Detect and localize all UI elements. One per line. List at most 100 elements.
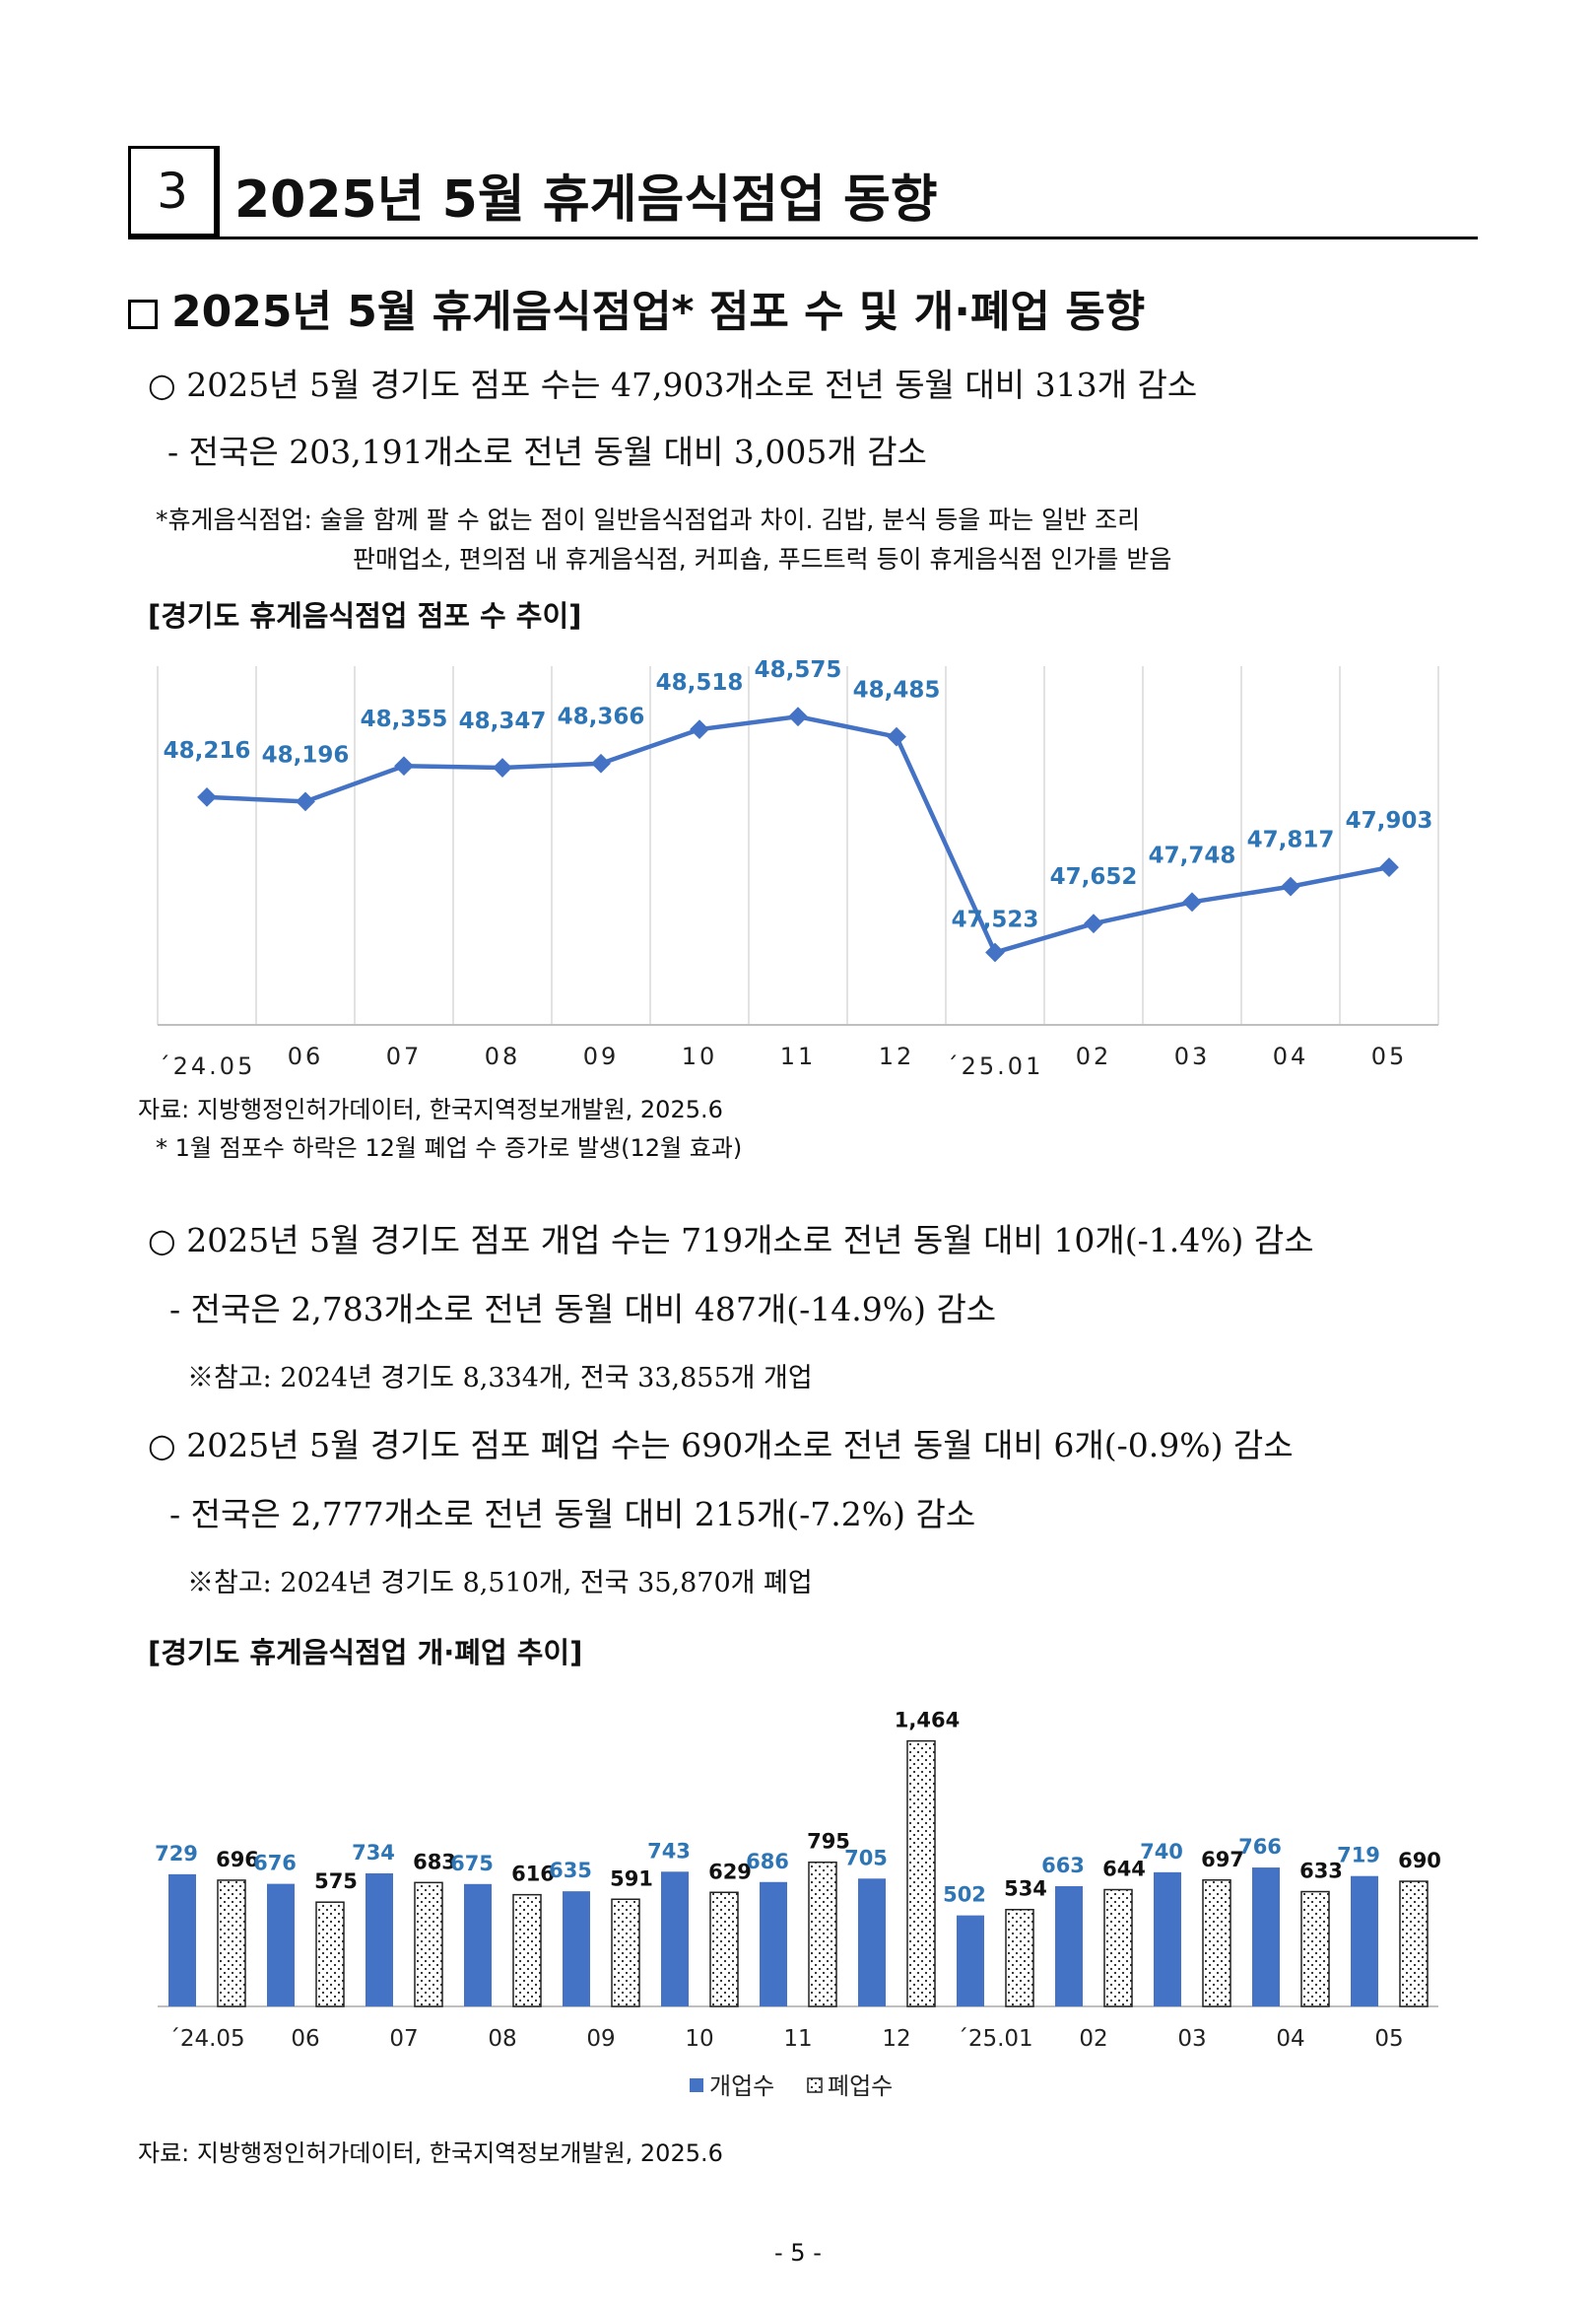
data-label-open: 502 <box>943 1883 986 1907</box>
x-tick-label: 10 <box>682 1043 718 1070</box>
x-tick-label: 07 <box>386 1043 423 1070</box>
data-point <box>1281 876 1300 897</box>
bar-open <box>168 1873 196 2006</box>
data-label-close: 795 <box>807 1830 850 1854</box>
checkbox-square-icon <box>128 300 158 329</box>
data-label-close: 534 <box>1004 1877 1047 1901</box>
data-label-close: 690 <box>1398 1849 1441 1872</box>
para3-main: ○ 2025년 5월 경기도 점포 폐업 수는 690개소로 전년 동월 대비 … <box>148 1426 1294 1464</box>
para2-ref: ※참고: 2024년 경기도 8,334개, 전국 33,855개 개업 <box>187 1363 813 1393</box>
data-label-open: 743 <box>647 1839 691 1863</box>
section-number: 3 <box>157 163 188 220</box>
x-tick-label: 09 <box>586 2026 615 2052</box>
x-tick-label: 08 <box>485 1043 521 1070</box>
data-point <box>394 756 414 777</box>
x-tick-label: 04 <box>1273 1043 1309 1070</box>
bar-open <box>1351 1875 1378 2006</box>
data-label: 48,196 <box>262 742 350 768</box>
section-number-box: 3 <box>128 146 217 237</box>
bar-open <box>957 1915 984 2006</box>
bar-open <box>858 1878 886 2006</box>
x-tick-label: ´24.05 <box>168 2026 244 2052</box>
para2-main: ○ 2025년 5월 경기도 점포 개업 수는 719개소로 전년 동월 대비 … <box>148 1221 1314 1259</box>
data-label-open: 675 <box>450 1852 494 1875</box>
legend-open-label: 개업수 <box>709 2072 774 2100</box>
data-label-open: 676 <box>253 1852 297 1875</box>
x-tick-label: 05 <box>1374 2026 1403 2052</box>
data-label-close: 644 <box>1102 1858 1146 1881</box>
data-label: 48,355 <box>361 707 448 732</box>
data-label-open: 705 <box>844 1846 888 1869</box>
bar-open <box>661 1871 689 2006</box>
bar-close <box>1399 1880 1429 2007</box>
x-tick-label: 09 <box>583 1043 620 1070</box>
x-tick-label: 02 <box>1076 1043 1112 1070</box>
open-close-bar-chart: 729 696 ´24.05 676 575 06 734 683 07 675 616 08 635 5… <box>155 1709 1441 2100</box>
legend-open-swatch <box>690 2078 703 2092</box>
bar-open <box>1055 1886 1083 2006</box>
bar-open <box>563 1891 590 2006</box>
legend-close-swatch <box>807 2077 823 2093</box>
data-label: 48,366 <box>558 705 645 730</box>
data-label-close: 697 <box>1201 1848 1244 1871</box>
data-point <box>296 791 315 812</box>
data-label-close: 696 <box>216 1848 259 1871</box>
data-point <box>591 753 611 774</box>
store-count-line-chart: 48,216 48,196 48,355 48,347 48,366 48,518 48,5… <box>157 657 1439 1080</box>
data-label-open: 766 <box>1238 1835 1282 1859</box>
data-point <box>493 758 512 778</box>
para1-note2: 판매업소, 편의점 내 휴게음식점, 커피숍, 푸드트럭 등이 휴게음식점 인가… <box>353 545 1172 574</box>
bar-close <box>414 1881 443 2007</box>
data-label-close: 591 <box>610 1866 653 1890</box>
data-label: 48,485 <box>853 678 941 704</box>
para1-sub: - 전국은 203,191개소로 전년 동월 대비 3,005개 감소 <box>167 433 927 471</box>
series-line <box>206 713 1390 956</box>
x-tick-label: 11 <box>780 1043 817 1070</box>
data-point <box>1084 914 1103 934</box>
section-divider <box>217 146 220 239</box>
bar-close <box>1202 1879 1231 2007</box>
bar-close <box>1300 1890 1330 2007</box>
data-label-open: 635 <box>549 1859 592 1882</box>
subheading: 2025년 5월 휴게음식점업* 점포 수 및 개·폐업 동향 <box>128 276 1145 339</box>
bar-close <box>1005 1908 1034 2007</box>
data-label: 47,817 <box>1247 828 1335 853</box>
x-tick-label: 05 <box>1371 1043 1408 1070</box>
data-point <box>690 719 709 740</box>
x-tick-label: 04 <box>1276 2026 1304 2052</box>
x-tick-label: 08 <box>488 2026 516 2052</box>
data-label: 47,523 <box>952 908 1039 933</box>
data-label-open: 729 <box>155 1842 198 1865</box>
section-title: 2025년 5월 휴게음식점업 동향 <box>234 170 938 230</box>
page-number: - 5 - <box>774 2239 822 2267</box>
x-tick-label: 06 <box>291 2026 319 2052</box>
data-label-open: 663 <box>1041 1854 1085 1877</box>
x-tick-label: 03 <box>1177 2026 1206 2052</box>
x-tick-label: 12 <box>879 1043 915 1070</box>
section-underline <box>128 237 1478 239</box>
data-point <box>197 786 217 807</box>
data-point <box>887 726 906 747</box>
data-point <box>985 942 1005 963</box>
bar-open <box>366 1872 393 2006</box>
bar-close <box>906 1739 936 2007</box>
data-label: 47,903 <box>1346 808 1433 834</box>
data-point <box>1379 857 1399 877</box>
x-tick-label: 06 <box>288 1043 324 1070</box>
chart2-title: [경기도 휴게음식점업 개·폐업 추이] <box>148 1636 583 1669</box>
data-point <box>1182 892 1202 913</box>
para3-ref: ※참고: 2024년 경기도 8,510개, 전국 35,870개 폐업 <box>187 1568 813 1598</box>
x-tick-label: 11 <box>783 2026 812 2052</box>
data-label-close: 633 <box>1299 1860 1343 1883</box>
bar-close <box>1103 1888 1133 2007</box>
x-tick-label: 10 <box>685 2026 713 2052</box>
data-label-close: 629 <box>708 1860 752 1883</box>
chart1-source: 자료: 지방행정인허가데이터, 한국지역정보개발원, 2025.6 <box>138 1096 723 1123</box>
data-label: 47,748 <box>1149 843 1236 868</box>
x-tick-label: ´24.05 <box>159 1052 256 1080</box>
bar-close <box>709 1891 739 2007</box>
data-label-close: 683 <box>413 1850 456 1873</box>
x-tick-label: 02 <box>1079 2026 1107 2052</box>
chart1-title: [경기도 휴게음식점업 점포 수 추이] <box>148 599 582 633</box>
subheading-text: 2025년 5월 휴게음식점업* 점포 수 및 개·폐업 동향 <box>171 287 1146 337</box>
